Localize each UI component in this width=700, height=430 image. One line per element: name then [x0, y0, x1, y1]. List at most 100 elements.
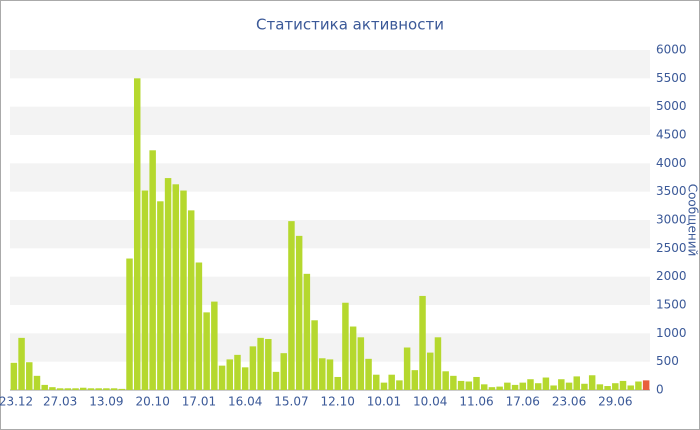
- bar: [234, 354, 241, 390]
- bar: [642, 380, 650, 390]
- bar: [504, 382, 511, 390]
- bar: [558, 379, 565, 390]
- y-tick-label: 0: [656, 383, 664, 397]
- x-tick-label: 11.06: [459, 395, 493, 409]
- bar: [442, 371, 449, 390]
- bar: [635, 381, 642, 390]
- bar: [41, 384, 48, 390]
- bar: [149, 150, 156, 390]
- bar: [126, 258, 133, 390]
- bar: [519, 382, 527, 390]
- bar: [311, 320, 318, 390]
- bar: [195, 262, 203, 390]
- bar: [550, 385, 557, 390]
- bar: [319, 358, 326, 390]
- bar: [157, 201, 164, 390]
- bar: [95, 388, 102, 390]
- bar: [10, 362, 18, 390]
- grid-band: [10, 106, 650, 135]
- bar: [56, 388, 64, 390]
- bar: [373, 374, 380, 390]
- bar: [434, 337, 442, 390]
- x-tick-label: 29.06: [598, 395, 632, 409]
- bar: [342, 302, 349, 390]
- bar: [72, 388, 79, 390]
- bar: [480, 384, 488, 390]
- bar: [303, 273, 311, 390]
- bar: [110, 388, 118, 390]
- grid-band: [10, 276, 650, 305]
- y-tick-label: 4000: [656, 156, 687, 170]
- bar: [396, 380, 403, 390]
- bar: [133, 78, 141, 390]
- y-tick-label: 2500: [656, 241, 687, 255]
- bar: [450, 375, 457, 390]
- y-tick-label: 3500: [656, 184, 687, 198]
- chart-title: Статистика активности: [256, 16, 444, 34]
- grid-band: [10, 163, 650, 192]
- bar: [542, 377, 550, 390]
- y-axis-label: Сообщений: [686, 184, 700, 257]
- x-tick-label: 10.04: [413, 395, 447, 409]
- grid-band: [10, 333, 650, 362]
- y-tick-label: 2000: [656, 269, 687, 283]
- bar: [511, 384, 519, 390]
- bar: [249, 346, 257, 390]
- bar: [627, 385, 634, 390]
- bar: [457, 380, 465, 390]
- bar: [272, 371, 280, 390]
- bar: [118, 388, 126, 390]
- x-tick-label: 27.03: [43, 395, 77, 409]
- bar: [180, 190, 187, 390]
- bar: [33, 375, 41, 390]
- bar: [187, 210, 195, 390]
- bar: [80, 387, 87, 390]
- y-tick-label: 5500: [656, 71, 687, 85]
- bar: [411, 370, 419, 390]
- bar: [388, 374, 395, 390]
- bar: [527, 379, 534, 390]
- bar: [218, 365, 226, 390]
- y-tick-label: 3000: [656, 213, 687, 227]
- bar: [164, 178, 172, 390]
- bar: [241, 367, 249, 390]
- bar: [211, 301, 218, 390]
- x-tick-label: 13.09: [89, 395, 123, 409]
- bar: [334, 376, 341, 390]
- bar: [226, 359, 233, 390]
- bar: [427, 352, 434, 390]
- bar: [49, 387, 56, 390]
- grid-band: [10, 220, 650, 249]
- bar: [473, 376, 480, 390]
- bar: [403, 347, 411, 390]
- x-tick-label: 10.01: [367, 395, 401, 409]
- bar: [619, 380, 627, 390]
- x-tick-label: 12.10: [321, 395, 355, 409]
- bar: [604, 386, 611, 390]
- bar: [349, 326, 357, 390]
- y-tick-label: 1500: [656, 298, 687, 312]
- bar: [288, 221, 295, 390]
- x-tick-label: 16.04: [228, 395, 262, 409]
- bar: [265, 339, 272, 390]
- bar: [465, 381, 473, 390]
- bar: [141, 190, 149, 390]
- grid-band: [10, 50, 650, 79]
- bar: [380, 382, 388, 390]
- y-tick-label: 500: [656, 354, 679, 368]
- bar: [612, 383, 619, 390]
- bar: [280, 353, 287, 390]
- bar: [534, 383, 542, 390]
- bar: [203, 312, 210, 390]
- bar: [488, 387, 496, 390]
- bar: [596, 384, 604, 390]
- bar: [295, 235, 303, 390]
- bar: [419, 295, 426, 390]
- bar: [581, 383, 588, 390]
- bar: [172, 184, 180, 390]
- bar: [573, 376, 580, 390]
- y-tick-label: 4500: [656, 128, 687, 142]
- y-tick-label: 5000: [656, 99, 687, 113]
- x-tick-label: 20.10: [135, 395, 169, 409]
